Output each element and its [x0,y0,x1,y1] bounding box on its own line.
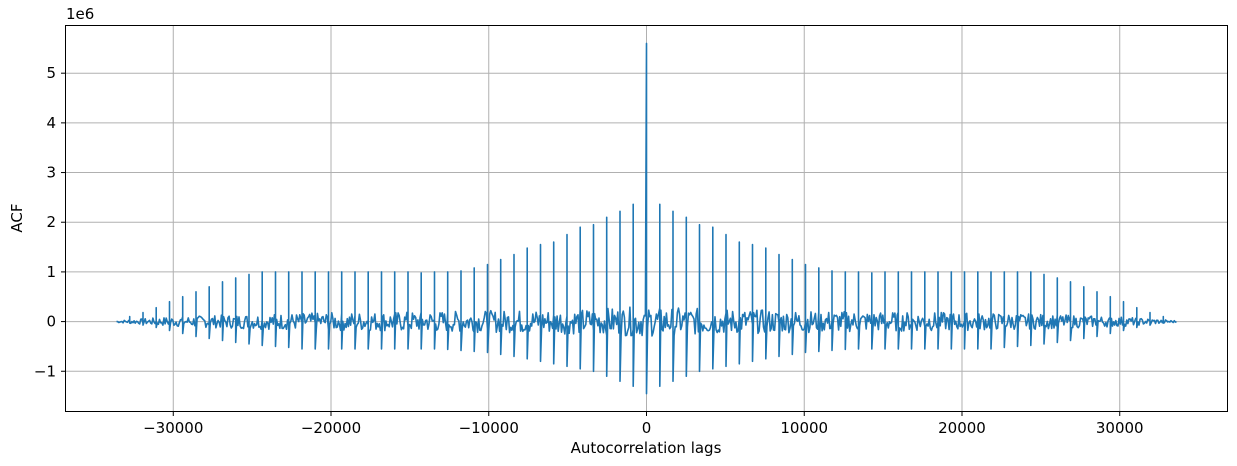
y-axis: −1 0 1 2 3 4 5 [34,64,66,380]
y-tick-label: −1 [34,362,56,380]
y-multiplier-label: 1e6 [66,5,94,23]
y-tick-label: 0 [46,313,56,331]
y-tick-label: 1 [46,263,56,281]
series-layer [116,42,1177,395]
x-tick-label: 30000 [1096,419,1144,437]
x-axis-label: Autocorrelation lags [571,439,722,457]
y-tick-label: 4 [46,114,56,132]
y-tick-label: 3 [46,164,56,182]
x-axis: −30000 −20000 −10000 0 10000 20000 30000 [143,411,1144,437]
x-tick-label: −10000 [459,419,519,437]
x-tick-label: −20000 [301,419,361,437]
y-tick-label: 5 [46,64,56,82]
x-tick-label: −30000 [143,419,203,437]
y-axis-label: ACF [8,203,26,232]
acf-series-line [116,42,1177,395]
x-tick-label: 20000 [938,419,986,437]
y-tick-label: 2 [46,213,56,231]
x-tick-label: 0 [642,419,652,437]
x-tick-label: 10000 [780,419,828,437]
